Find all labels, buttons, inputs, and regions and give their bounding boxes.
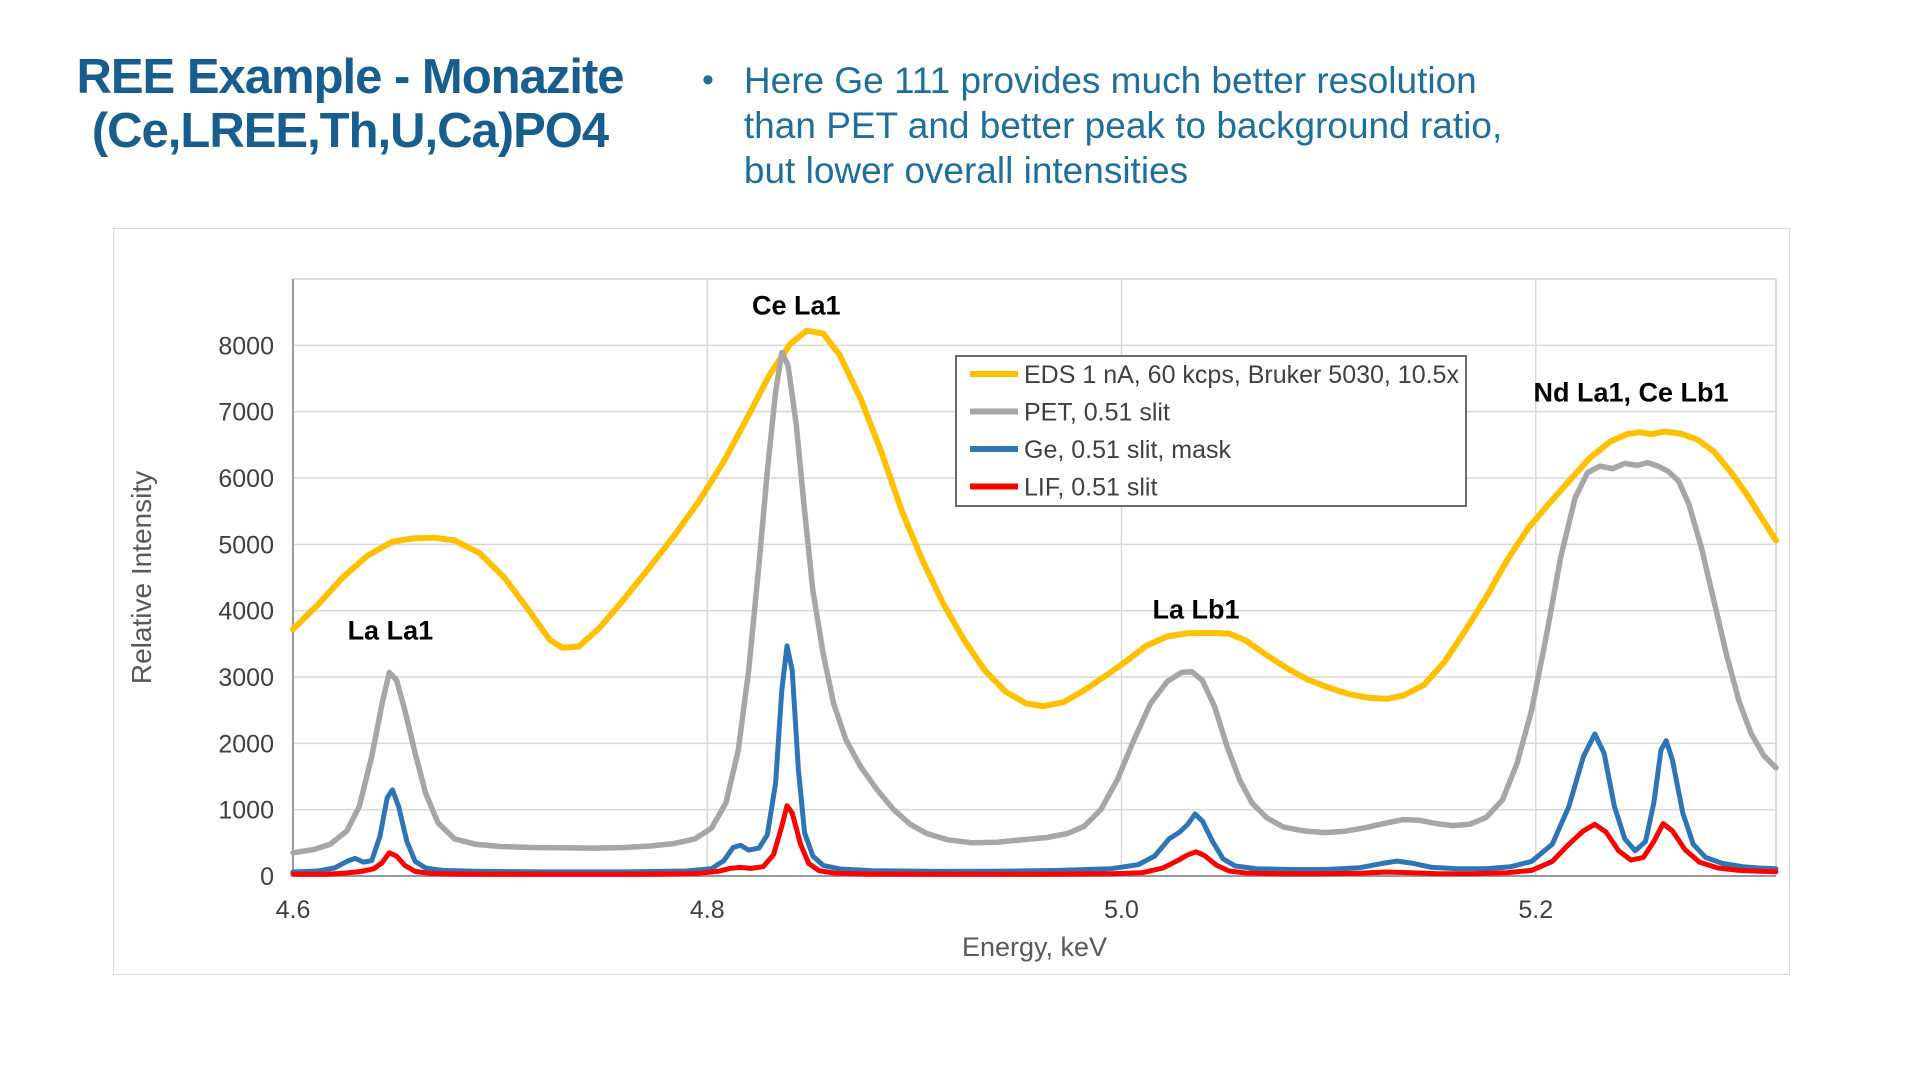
bullet-text: Here Ge 111 provides much better resolut… xyxy=(744,58,1502,193)
y-tick-label: 2000 xyxy=(218,730,274,758)
spectrum-chart-svg: 0 1000 2000 3000 4000 5000 6000 7000 8000 4.6 4.8 5… xyxy=(126,278,1779,962)
peak-annotation: La La1 xyxy=(348,616,434,646)
bullet-text-line2: than PET and better peak to background r… xyxy=(743,105,1503,146)
slide-title-line2: (Ce,LREE,Th,U,Ca)PO4 xyxy=(91,104,609,158)
slide-title-line1: REE Example - Monazite xyxy=(76,50,624,104)
bullet-marker-icon: • xyxy=(702,61,714,99)
y-axis-title: Relative Intensity xyxy=(126,471,157,684)
x-tick-label: 4.8 xyxy=(690,896,725,924)
y-tick-label: 4000 xyxy=(218,598,274,626)
series-pet-line xyxy=(290,349,1779,856)
y-tick-label: 1000 xyxy=(218,797,274,825)
legend-label-lif: LIF, 0.51 slit xyxy=(1024,474,1157,502)
y-tick-label: 5000 xyxy=(218,531,274,559)
series-ge-line xyxy=(290,643,1779,875)
bullet-text-line3: but lower overall intensities xyxy=(743,150,1189,191)
series-eds-line xyxy=(290,327,1779,710)
legend-label-pet: PET, 0.51 slit xyxy=(1024,399,1170,427)
spectrum-chart: 0 1000 2000 3000 4000 5000 6000 7000 8000 4.6 4.8 5… xyxy=(113,228,1790,975)
peak-annotation: Nd La1, Ce Lb1 xyxy=(1533,377,1728,407)
chart-legend-box xyxy=(955,355,1467,507)
slide-title: REE Example - Monazite (Ce,LREE,Th,U,Ca)… xyxy=(36,50,664,158)
peak-annotation: La Lb1 xyxy=(1153,594,1240,624)
y-tick-label: 7000 xyxy=(218,399,274,427)
y-tick-label: 8000 xyxy=(218,332,274,360)
x-tick-label: 4.6 xyxy=(276,896,311,924)
series-lif-line xyxy=(290,803,1779,877)
legend-label-eds: EDS 1 nA, 60 kcps, Bruker 5030, 10.5x xyxy=(1024,361,1459,389)
x-tick-label: 5.0 xyxy=(1104,896,1139,924)
y-tick-label: 6000 xyxy=(218,465,274,493)
bullet-text-line1: Here Ge 111 provides much better resolut… xyxy=(743,60,1477,101)
peak-annotation: Ce La1 xyxy=(752,291,841,321)
bullet-block: • Here Ge 111 provides much better resol… xyxy=(702,58,1892,193)
y-tick-label: 0 xyxy=(260,863,274,891)
legend-label-ge: Ge, 0.51 slit, mask xyxy=(1024,436,1232,464)
x-tick-label: 5.2 xyxy=(1518,896,1553,924)
x-axis-title: Energy, keV xyxy=(962,932,1107,962)
y-tick-label: 3000 xyxy=(218,664,274,692)
